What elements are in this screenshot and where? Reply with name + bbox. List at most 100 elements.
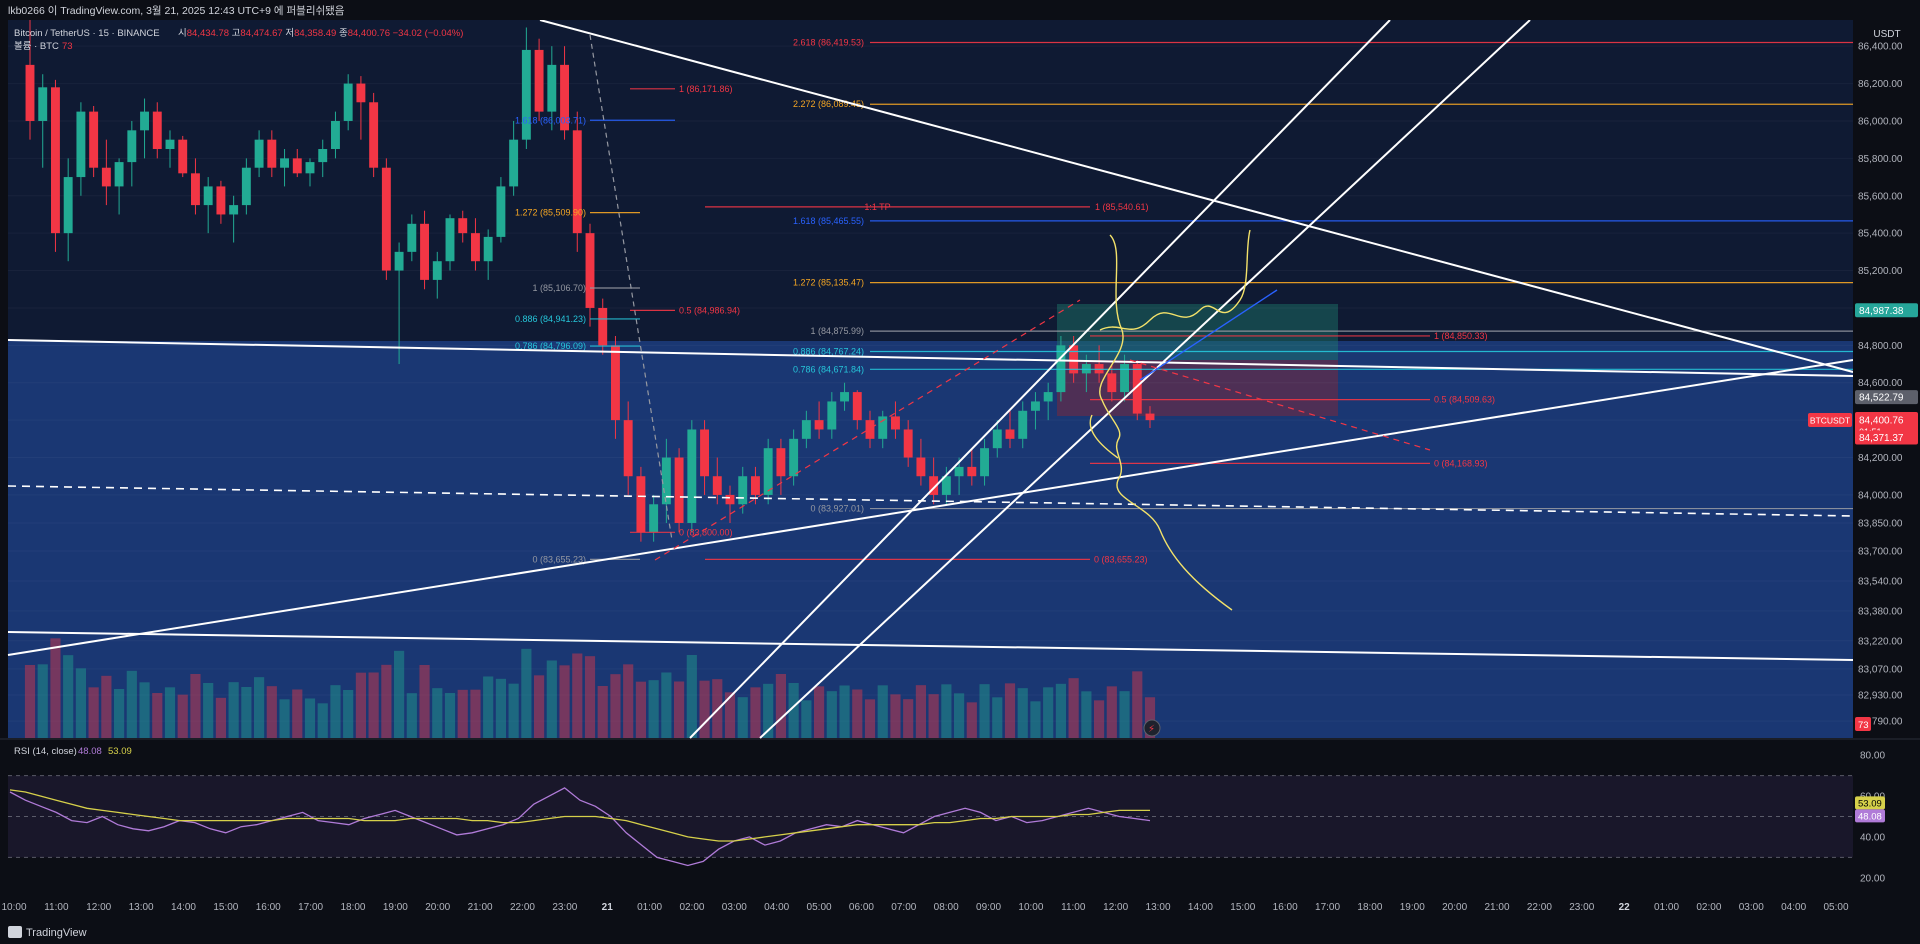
fib-levels[interactable]: 2.618 (86,419.53) 2.272 (86,089.45) 1 (86,… (515, 38, 1853, 565)
time-tick-label: 22:00 (1527, 902, 1552, 913)
volume-bar (164, 687, 176, 738)
volume-bar (1068, 678, 1079, 738)
rsi-badge (1855, 809, 1885, 823)
brand-name: TradingView (26, 927, 87, 939)
candle-body (687, 429, 697, 523)
candle-body (343, 83, 353, 121)
volume-bar (852, 689, 863, 738)
price-axis[interactable] (1853, 20, 1920, 738)
price-badge-text: 84,522.79 (1859, 393, 1904, 404)
volume-bar (712, 679, 723, 738)
trendline (539, 19, 1854, 373)
volume-bar (406, 693, 417, 738)
volume-bar (864, 699, 876, 738)
candle-body (725, 494, 735, 505)
candle-body (738, 476, 748, 505)
candle-body (420, 223, 429, 280)
price-badge (1855, 303, 1918, 318)
ohlc-value: 84,358.49 (294, 28, 339, 39)
price-tick-label: 83,070.00 (1858, 664, 1903, 675)
candle-body (992, 429, 1002, 449)
volume-bar (432, 688, 443, 738)
ohlc-value: 84,434.78 (187, 28, 232, 39)
volume-bar (1106, 686, 1117, 738)
candle-body (305, 162, 315, 174)
freehand-annotation (1099, 229, 1251, 331)
currency-label: USDT (1873, 29, 1900, 40)
symbol-legend[interactable]: Bitcoin / TetherUS · 15 · BINANCE 시84,43… (14, 28, 463, 52)
time-tick-label: 18:00 (1357, 902, 1382, 913)
fib-level-label: 0 (83,655.23) (1094, 554, 1148, 564)
candle-body (916, 457, 926, 477)
blue-zone-rectangle[interactable] (8, 341, 1853, 738)
time-tick-label: 16:00 (256, 902, 281, 913)
candle-body (101, 167, 111, 187)
candle-body (649, 504, 659, 533)
time-tick-label: 08:00 (934, 902, 959, 913)
price-axis-labels: USDT 86,400.00 86,200.00 86,000.00 85,800.00… (1858, 29, 1903, 728)
volume-bar (724, 692, 736, 738)
rsi-title: RSI (14, close) (14, 746, 77, 757)
rsi-value: 48.08 (78, 746, 102, 757)
volume-bar (814, 686, 825, 738)
time-tick-label: 11:00 (44, 902, 69, 913)
candle-body (840, 392, 849, 402)
lightning-icon[interactable] (1143, 719, 1161, 737)
volume-bar (877, 685, 888, 738)
candlesticks[interactable] (25, 16, 1155, 542)
volume-bar (279, 699, 290, 738)
volume-bar (1004, 683, 1016, 738)
fib-level-label: 0.886 (84,941.23) (515, 314, 586, 324)
time-tick-label: 13:00 (1146, 902, 1171, 913)
price-badge-text: 84,371.37 (1859, 433, 1904, 444)
candle-body (369, 102, 379, 168)
candle-body (165, 139, 175, 150)
publish-info: lkb0266 이 TradingView.com, 3월 21, 2025 1… (8, 5, 345, 17)
volume-bar (572, 653, 583, 738)
time-axis[interactable] (0, 891, 1920, 921)
candle-body (827, 401, 837, 430)
volume-bar (992, 697, 1003, 738)
time-tick-label: 07:00 (891, 902, 916, 913)
volume-bar (330, 685, 341, 738)
volume-bar (674, 681, 685, 738)
grid-lines (8, 45, 1853, 722)
time-tick-label: 01:00 (637, 902, 662, 913)
time-tick-label: 10:00 (1, 902, 26, 913)
trendline-drawings[interactable] (7, 19, 1854, 739)
volume-bar (928, 694, 939, 738)
fib-level-label: 2.272 (86,089.45) (793, 99, 864, 109)
time-tick-label: 23:00 (1569, 902, 1594, 913)
candle-body (280, 158, 289, 168)
volume-bar (139, 682, 150, 738)
candle-body (292, 158, 302, 174)
rsi-pane[interactable] (8, 740, 1853, 890)
candle-body (483, 236, 493, 262)
time-tick-label: 17:00 (298, 902, 323, 913)
trendline (759, 19, 1531, 739)
candle-body (381, 167, 391, 271)
trendline (7, 339, 1854, 377)
price-tick-label: 85,600.00 (1858, 191, 1903, 202)
lightning-glyph: ⚡ (1148, 724, 1155, 735)
time-tick-label: 04:00 (1781, 902, 1806, 913)
ohlc-change: −34.02 (−0.04%) (393, 28, 464, 39)
price-tick-label: 85,200.00 (1858, 266, 1903, 277)
time-tick-label: 04:00 (764, 902, 789, 913)
time-tick-label: 21:00 (1485, 902, 1510, 913)
candle-body (1005, 429, 1015, 439)
candle-body (547, 64, 557, 112)
tradingview-logo[interactable]: TradingView (8, 926, 87, 939)
volume-bar (266, 686, 277, 738)
candle-body (1120, 364, 1129, 393)
candle-body (89, 111, 99, 168)
volume-bar (37, 664, 48, 738)
volume-bar (152, 693, 163, 738)
candle-body (1043, 392, 1053, 402)
volume-bar (317, 703, 328, 738)
time-axis-labels: 10:00 11:00 12:00 13:00 14:00 15:00 16:00 17:00… (1, 902, 1848, 913)
fib-level-label: 1 (85,106.70) (532, 283, 586, 293)
time-tick-label: 03:00 (1739, 902, 1764, 913)
rsi-legend[interactable]: RSI (14, close) 48.08 53.09 (14, 746, 132, 757)
